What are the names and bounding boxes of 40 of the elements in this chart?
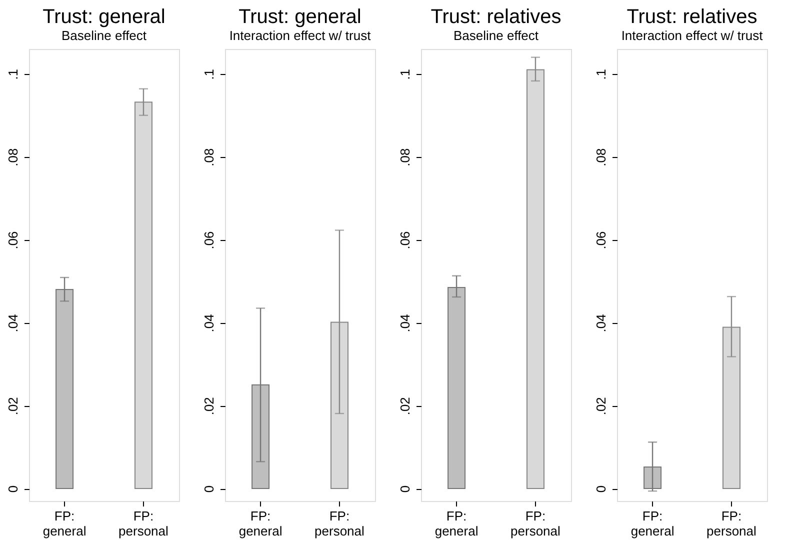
y-tick-label: .1 — [6, 68, 20, 80]
chart-subtitle: Baseline effect — [453, 28, 539, 43]
y-tick-label: .08 — [398, 148, 412, 166]
y-tick-label: .02 — [594, 397, 608, 416]
x-tick-label: FP: personal — [118, 508, 169, 538]
y-tick-label: .04 — [202, 314, 216, 332]
y-tick-label: .06 — [202, 231, 216, 250]
y-tick-label: 0 — [594, 485, 608, 493]
y-tick-label: .1 — [202, 68, 216, 80]
x-tick-label: FP: general — [42, 508, 86, 538]
chart-title: Trust: relatives — [626, 6, 758, 28]
y-tick-label: .04 — [398, 314, 412, 332]
y-tick-label: .02 — [202, 397, 216, 416]
y-tick-label: .06 — [398, 231, 412, 250]
y-tick-label: .08 — [594, 148, 608, 166]
chart-title: Trust: general — [42, 6, 166, 28]
y-tick-label: 0 — [6, 485, 20, 493]
x-tick-label: FP: general — [434, 508, 478, 538]
y-tick-label: .06 — [594, 231, 608, 250]
y-tick-label: .1 — [594, 68, 608, 80]
y-tick-label: 0 — [398, 485, 412, 493]
x-tick-label: FP: personal — [510, 508, 561, 538]
y-tick-label: .02 — [6, 397, 20, 416]
y-tick-label: .04 — [594, 314, 608, 332]
chart-title: Trust: relatives — [430, 6, 562, 28]
chart-subtitle: Baseline effect — [61, 28, 147, 43]
x-tick-label: FP: general — [630, 508, 674, 538]
y-tick-label: .06 — [6, 231, 20, 250]
x-tick-label: FP: personal — [706, 508, 757, 538]
x-tick-label: FP: general — [238, 508, 282, 538]
y-tick-label: 0 — [202, 485, 216, 493]
y-tick-label: .1 — [398, 68, 412, 80]
x-tick-label: FP: personal — [314, 508, 365, 538]
chart-subtitle: Interaction effect w/ trust — [229, 28, 372, 43]
y-tick-label: .08 — [6, 148, 20, 166]
y-tick-label: .02 — [398, 397, 412, 416]
chart-subtitle: Interaction effect w/ trust — [621, 28, 764, 43]
y-tick-label: .04 — [6, 314, 20, 332]
y-tick-label: .08 — [202, 148, 216, 166]
chart-title: Trust: general — [238, 6, 362, 28]
